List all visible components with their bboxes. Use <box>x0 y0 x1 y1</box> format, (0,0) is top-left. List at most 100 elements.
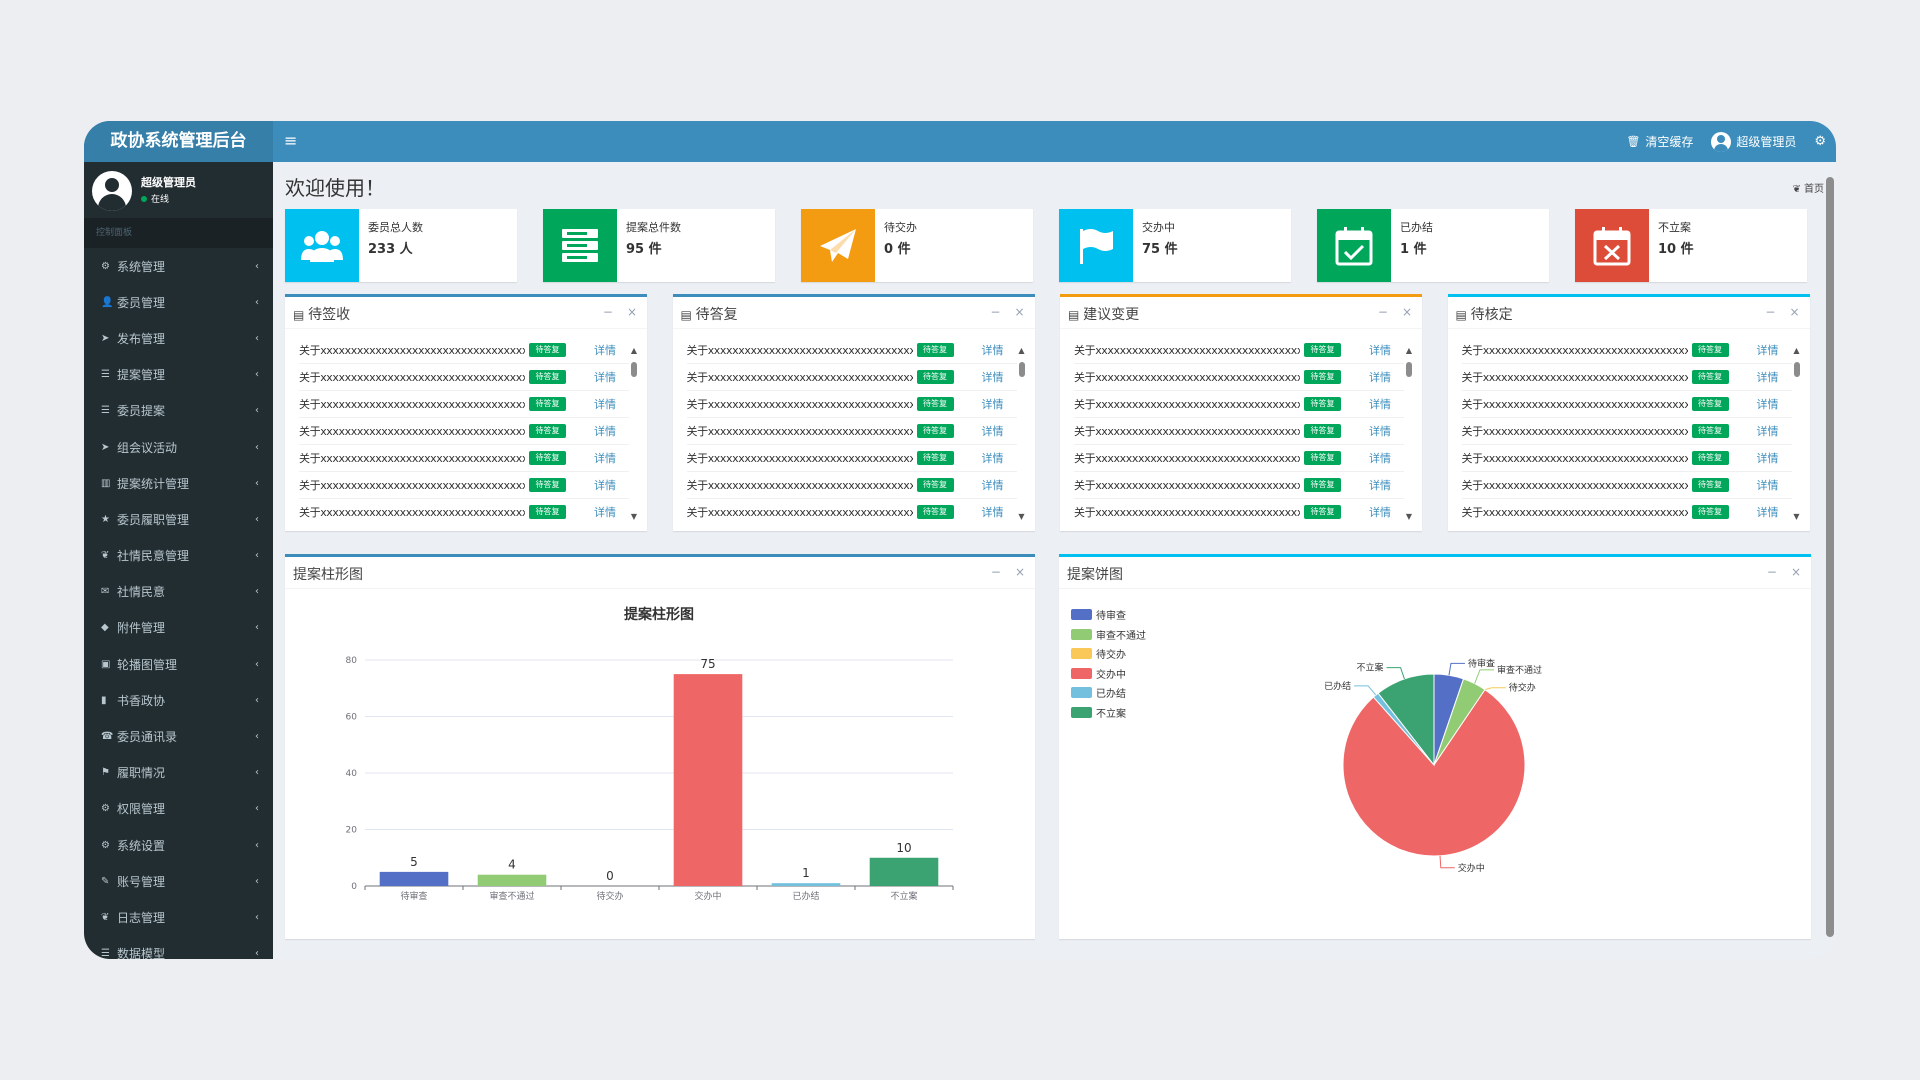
sidebar-item[interactable]: ➤ 组会议活动 ‹ <box>84 429 273 465</box>
close-icon[interactable]: × <box>1790 565 1801 579</box>
scroll-up-icon[interactable]: ▲ <box>1793 346 1800 355</box>
detail-link[interactable]: 详情 <box>981 398 1004 411</box>
admin-menu[interactable]: 超级管理员 <box>1711 131 1796 152</box>
minimize-icon[interactable]: − <box>990 565 1001 579</box>
detail-link[interactable]: 详情 <box>981 371 1004 384</box>
scroll-up-icon[interactable]: ▲ <box>630 346 638 355</box>
detail-link[interactable]: 详情 <box>1756 479 1779 492</box>
legend-item[interactable]: 待审查 <box>1071 605 1146 625</box>
main-content: 欢迎使用！ ❦ 首页 委员总人数 233 人提案总件数 95 件待交办 0 件交办中 7… <box>273 162 1836 959</box>
detail-link[interactable]: 详情 <box>981 479 1004 492</box>
detail-link[interactable]: 详情 <box>594 344 616 357</box>
sidebar-item[interactable]: ▣ 轮播图管理 ‹ <box>84 646 273 682</box>
detail-link[interactable]: 详情 <box>1369 452 1391 465</box>
legend-item[interactable]: 已办结 <box>1071 683 1146 703</box>
scroll-down-icon[interactable]: ▼ <box>1405 512 1413 521</box>
sidebar-item[interactable]: ☎ 委员通讯录 ‹ <box>84 718 273 754</box>
detail-link[interactable]: 详情 <box>1369 344 1391 357</box>
detail-link[interactable]: 详情 <box>981 452 1004 465</box>
detail-link[interactable]: 详情 <box>1369 371 1391 384</box>
detail-link[interactable]: 详情 <box>1369 425 1391 438</box>
close-icon[interactable]: × <box>626 305 637 319</box>
bar-chart-panel: 提案柱形图 − × 提案柱形图 0 20 40 60 80 5 待审查 4 审查不通过 0 待交办 75… <box>285 554 1035 939</box>
close-icon[interactable]: × <box>1401 305 1412 319</box>
sidebar-item[interactable]: ⚙ 系统设置 ‹ <box>84 827 273 863</box>
sidebar-item[interactable]: ★ 委员履职管理 ‹ <box>84 501 273 537</box>
breadcrumb-home[interactable]: 首页 <box>1804 184 1824 195</box>
detail-link[interactable]: 详情 <box>981 425 1004 438</box>
sidebar-item[interactable]: ✉ 社情民意 ‹ <box>84 574 273 610</box>
detail-link[interactable]: 详情 <box>594 371 616 384</box>
scroll-down-icon[interactable]: ▼ <box>1793 512 1800 521</box>
detail-link[interactable]: 详情 <box>594 452 616 465</box>
scrollbar-thumb[interactable] <box>1018 362 1025 377</box>
sidebar-item[interactable]: ✎ 账号管理 ‹ <box>84 863 273 899</box>
status-badge: 待答复 <box>1304 505 1341 519</box>
scroll-down-icon[interactable]: ▼ <box>1018 512 1025 521</box>
detail-link[interactable]: 详情 <box>981 344 1004 357</box>
sidebar-item[interactable]: ⚙ 权限管理 ‹ <box>84 791 273 827</box>
sidebar-item-label: 系统设置 <box>117 838 166 853</box>
detail-link[interactable]: 详情 <box>594 479 616 492</box>
detail-link[interactable]: 详情 <box>594 398 616 411</box>
list-scrollbar[interactable]: ▲ ▼ <box>629 346 639 526</box>
minimize-icon[interactable]: − <box>602 305 613 319</box>
sidebar-item[interactable]: ❦ 日志管理 ‹ <box>84 899 273 935</box>
legend-item[interactable]: 待交办 <box>1071 644 1146 664</box>
sidebar-item[interactable]: ➤ 发布管理 ‹ <box>84 320 273 356</box>
sidebar-item[interactable]: ⚑ 履职情况 ‹ <box>84 755 273 791</box>
scrollbar-thumb[interactable] <box>1793 362 1800 377</box>
legend-item[interactable]: 不立案 <box>1071 703 1146 723</box>
detail-link[interactable]: 详情 <box>981 506 1004 519</box>
close-icon[interactable]: × <box>1014 565 1025 579</box>
page-scrollbar-thumb[interactable] <box>1826 177 1834 937</box>
sidebar-item[interactable]: ▮ 书香政协 ‹ <box>84 682 273 718</box>
scrollbar-thumb[interactable] <box>631 362 637 377</box>
detail-link[interactable]: 详情 <box>1756 398 1779 411</box>
minimize-icon[interactable]: − <box>990 305 1001 319</box>
sidebar-item[interactable]: ❦ 社情民意管理 ‹ <box>84 538 273 574</box>
close-icon[interactable]: × <box>1789 305 1800 319</box>
detail-link[interactable]: 详情 <box>1756 371 1779 384</box>
sidebar-item[interactable]: ☰ 委员提案 ‹ <box>84 393 273 429</box>
scroll-up-icon[interactable]: ▲ <box>1018 346 1025 355</box>
detail-link[interactable]: 详情 <box>1756 344 1779 357</box>
chevron-left-icon: ‹ <box>255 803 259 815</box>
clear-cache-button[interactable]: 🗑 清空缓存 <box>1626 133 1693 150</box>
minimize-icon[interactable]: − <box>1766 565 1777 579</box>
detail-link[interactable]: 详情 <box>1756 452 1779 465</box>
detail-link[interactable]: 详情 <box>1369 398 1391 411</box>
breadcrumb[interactable]: ❦ 首页 <box>1792 180 1824 195</box>
close-icon[interactable]: × <box>1014 305 1025 319</box>
scrollbar-thumb[interactable] <box>1406 362 1412 377</box>
minimize-icon[interactable]: − <box>1377 305 1388 319</box>
sidebar-item[interactable]: 👤 委员管理 ‹ <box>84 284 273 320</box>
chevron-left-icon: ‹ <box>255 260 259 272</box>
detail-link[interactable]: 详情 <box>1369 506 1391 519</box>
app-logo[interactable]: 政协系统管理后台 <box>84 121 273 162</box>
sidebar-item[interactable]: ☰ 数据模型 ‹ <box>84 936 273 959</box>
leaf-icon: ❦ <box>101 550 110 562</box>
scroll-down-icon[interactable]: ▼ <box>630 512 638 521</box>
detail-link[interactable]: 详情 <box>1756 506 1779 519</box>
scroll-up-icon[interactable]: ▲ <box>1405 346 1413 355</box>
detail-link[interactable]: 详情 <box>594 506 616 519</box>
minimize-icon[interactable]: − <box>1765 305 1776 319</box>
sidebar-item[interactable]: ◆ 附件管理 ‹ <box>84 610 273 646</box>
sidebar-item-label: 委员提案 <box>117 404 166 419</box>
sidebar-item[interactable]: ⚙ 系统管理 ‹ <box>84 248 273 284</box>
list-scrollbar[interactable]: ▲ ▼ <box>1404 346 1414 526</box>
detail-link[interactable]: 详情 <box>1756 425 1779 438</box>
detail-link[interactable]: 详情 <box>594 425 616 438</box>
sidebar-item[interactable]: ☰ 提案管理 ‹ <box>84 357 273 393</box>
status-badge: 待答复 <box>529 397 566 411</box>
legend-item[interactable]: 审查不通过 <box>1071 625 1146 645</box>
menu-toggle-button[interactable]: ≡ <box>284 131 298 150</box>
settings-button[interactable]: ⚙ <box>1814 134 1826 149</box>
sidebar-item[interactable]: ▥ 提案统计管理 ‹ <box>84 465 273 501</box>
legend-item[interactable]: 交办中 <box>1071 664 1146 684</box>
list-scrollbar[interactable]: ▲ ▼ <box>1792 346 1802 526</box>
page-scrollbar[interactable] <box>1826 177 1834 937</box>
detail-link[interactable]: 详情 <box>1369 479 1391 492</box>
list-scrollbar[interactable]: ▲ ▼ <box>1017 346 1027 526</box>
